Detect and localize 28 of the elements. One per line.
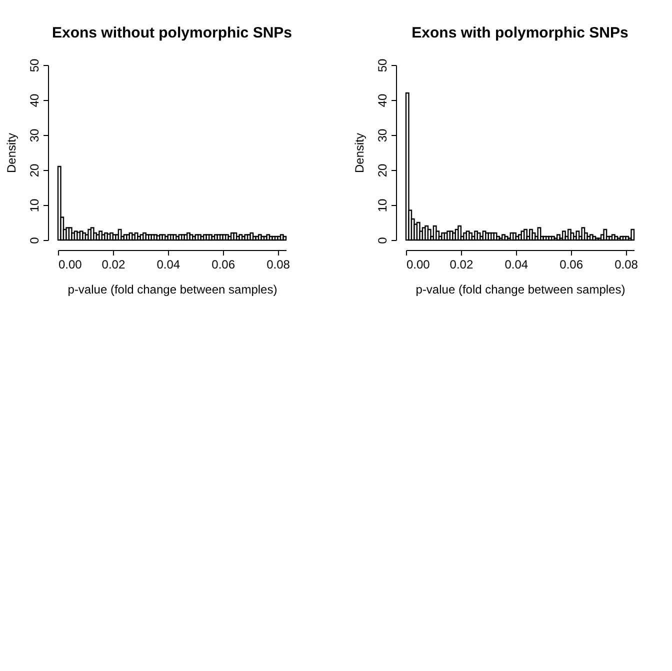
x-tick-label: 0.04 xyxy=(504,258,528,272)
y-tick-label: 10 xyxy=(28,198,42,212)
y-axis-title: Density xyxy=(4,132,18,174)
x-tick-label: 0.06 xyxy=(212,258,236,272)
y-tick-label: 40 xyxy=(376,94,390,108)
chart-title: Exons without polymorphic SNPs xyxy=(52,24,292,42)
y-tick-label: 50 xyxy=(28,58,42,72)
y-tick-label: 40 xyxy=(28,94,42,108)
y-tick-label: 30 xyxy=(28,128,42,142)
x-tick-label: 0.02 xyxy=(450,258,474,272)
y-tick-label: 0 xyxy=(28,236,42,244)
y-tick-label: 10 xyxy=(376,198,390,212)
y-tick-label: 20 xyxy=(376,164,390,178)
chart-title: Exons with polymorphic SNPs xyxy=(412,24,628,42)
y-tick-label: 0 xyxy=(376,236,390,244)
x-axis-title: p-value (fold change between samples) xyxy=(416,282,626,296)
x-axis-title: p-value (fold change between samples) xyxy=(68,282,278,296)
x-tick-label: 0.00 xyxy=(58,258,82,272)
x-tick-label: 0.04 xyxy=(156,258,180,272)
y-tick-label: 30 xyxy=(376,128,390,142)
x-tick-label: 0.08 xyxy=(266,258,290,272)
x-tick-label: 0.02 xyxy=(102,258,126,272)
x-tick-label: 0.06 xyxy=(560,258,584,272)
y-axis-title: Density xyxy=(352,132,366,174)
x-tick-label: 0.08 xyxy=(614,258,638,272)
y-tick-label: 50 xyxy=(376,58,390,72)
y-tick-label: 20 xyxy=(28,164,42,178)
x-tick-label: 0.00 xyxy=(406,258,430,272)
